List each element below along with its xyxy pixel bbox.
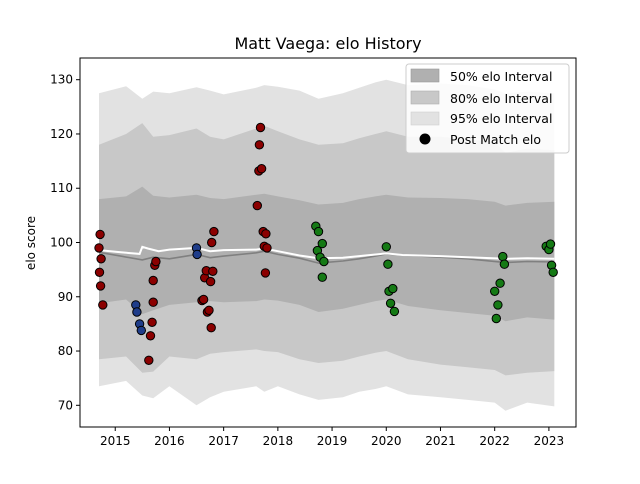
y-axis-label: elo score — [24, 216, 38, 270]
post-match-point — [96, 254, 106, 264]
post-match-point — [204, 305, 214, 315]
post-match-point — [254, 140, 265, 150]
post-match-point — [206, 323, 216, 333]
post-match-point — [256, 164, 267, 174]
post-match-point — [136, 325, 147, 336]
post-match-point — [151, 256, 161, 267]
post-match-point — [95, 229, 105, 240]
post-match-point — [94, 243, 104, 253]
legend-swatch-80 — [410, 90, 440, 105]
post-match-point — [95, 281, 106, 291]
legend-label-80: 80% elo Interval — [450, 91, 552, 106]
post-match-point — [499, 259, 510, 269]
y-axis: 70 80 90 100 110 120 130 — [50, 73, 80, 412]
post-match-points — [94, 122, 558, 365]
post-match-point — [192, 249, 202, 260]
post-match-point — [490, 286, 500, 296]
post-match-point — [148, 297, 158, 307]
post-match-point — [98, 300, 108, 310]
post-match-point — [491, 313, 501, 324]
x-axis: 2015 2016 2017 2018 2019 2020 2021 2022 2023 — [100, 427, 564, 448]
legend-label-post-match: Post Match elo — [450, 132, 541, 147]
post-match-point — [148, 275, 158, 286]
post-match-point — [261, 229, 271, 239]
post-match-point — [498, 251, 508, 262]
legend: 50% elo Interval 80% elo Interval 95% el… — [405, 63, 570, 154]
x-tick-label: 2016 — [154, 434, 185, 448]
x-tick-label: 2021 — [425, 434, 456, 448]
x-tick-label: 2022 — [479, 434, 510, 448]
post-match-point — [260, 268, 271, 278]
x-tick-label: 2019 — [317, 434, 348, 448]
post-match-point — [383, 259, 393, 269]
post-match-point — [147, 317, 157, 327]
y-tick-label: 70 — [58, 398, 73, 412]
post-match-point — [207, 237, 217, 248]
y-tick-label: 110 — [50, 181, 73, 195]
post-match-point — [94, 267, 105, 277]
post-match-point — [493, 300, 503, 310]
post-match-point — [317, 272, 327, 282]
post-match-point — [319, 256, 329, 267]
post-match-point — [208, 266, 218, 276]
post-match-point — [495, 278, 505, 288]
y-tick-label: 130 — [50, 73, 73, 87]
post-match-point — [132, 307, 142, 317]
post-match-point — [144, 355, 154, 365]
x-tick-label: 2018 — [263, 434, 294, 448]
post-match-point — [209, 226, 219, 237]
chart-title: Matt Vaega: elo History — [234, 34, 421, 53]
median-elo-line — [98, 250, 555, 264]
post-match-point — [313, 226, 324, 237]
post-match-point — [252, 200, 262, 211]
post-match-point — [317, 238, 327, 249]
post-match-point — [198, 294, 209, 305]
legend-swatch-50 — [410, 68, 440, 83]
legend-box — [405, 63, 570, 154]
post-match-point — [145, 331, 156, 341]
post-match-point — [381, 242, 391, 252]
legend-swatch-95 — [410, 111, 440, 126]
post-match-point — [545, 239, 556, 249]
plot-area — [94, 79, 558, 411]
x-tick-label: 2015 — [100, 434, 131, 448]
post-match-point — [385, 298, 396, 308]
legend-label-95: 95% elo Interval — [450, 111, 552, 126]
y-tick-label: 100 — [50, 236, 73, 250]
post-match-point — [262, 243, 272, 253]
post-match-point — [548, 267, 558, 277]
post-match-point — [255, 122, 266, 133]
legend-label-50: 50% elo Interval — [450, 69, 552, 84]
post-match-point — [388, 283, 398, 294]
y-tick-label: 90 — [58, 290, 73, 304]
post-match-point — [389, 306, 400, 317]
post-match-point — [205, 276, 216, 287]
x-tick-label: 2023 — [534, 434, 565, 448]
x-tick-label: 2017 — [208, 434, 239, 448]
x-tick-label: 2020 — [371, 434, 402, 448]
y-tick-label: 120 — [50, 127, 73, 141]
band-50-interval — [99, 186, 555, 322]
y-tick-label: 80 — [58, 344, 73, 358]
legend-marker-post-match — [419, 133, 431, 145]
